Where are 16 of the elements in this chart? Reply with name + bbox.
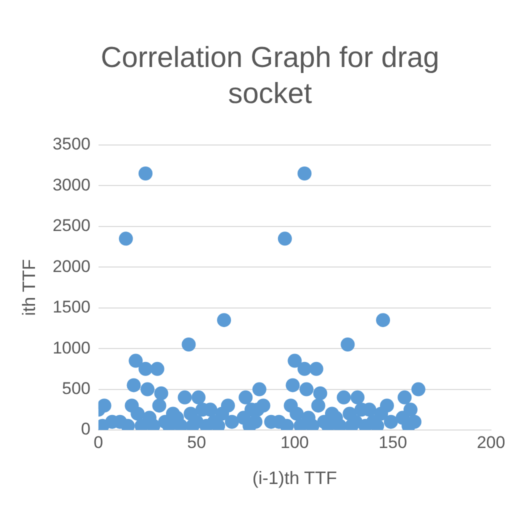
chart-title: Correlation Graph for drag socket xyxy=(100,41,440,112)
y-tick-label: 3500 xyxy=(52,134,90,154)
y-tick-label: 2500 xyxy=(52,216,90,236)
x-tick-label: 0 xyxy=(94,432,104,452)
y-tick-label: 0 xyxy=(80,420,90,439)
y-tick-label: 1500 xyxy=(52,298,90,317)
x-tick-label: 50 xyxy=(187,432,206,452)
y-tick-label: 3000 xyxy=(52,175,90,194)
x-tick-label: 150 xyxy=(378,432,408,452)
y-axis-title: ith TTF xyxy=(18,259,39,316)
x-axis-title: (i-1)th TTF xyxy=(252,468,338,488)
x-tick-label: 100 xyxy=(280,432,309,452)
x-tick-label: 200 xyxy=(476,432,506,452)
y-tick-label: 500 xyxy=(62,378,90,398)
y-tick-label: 1000 xyxy=(52,338,90,358)
y-tick-label: 2000 xyxy=(52,256,90,276)
